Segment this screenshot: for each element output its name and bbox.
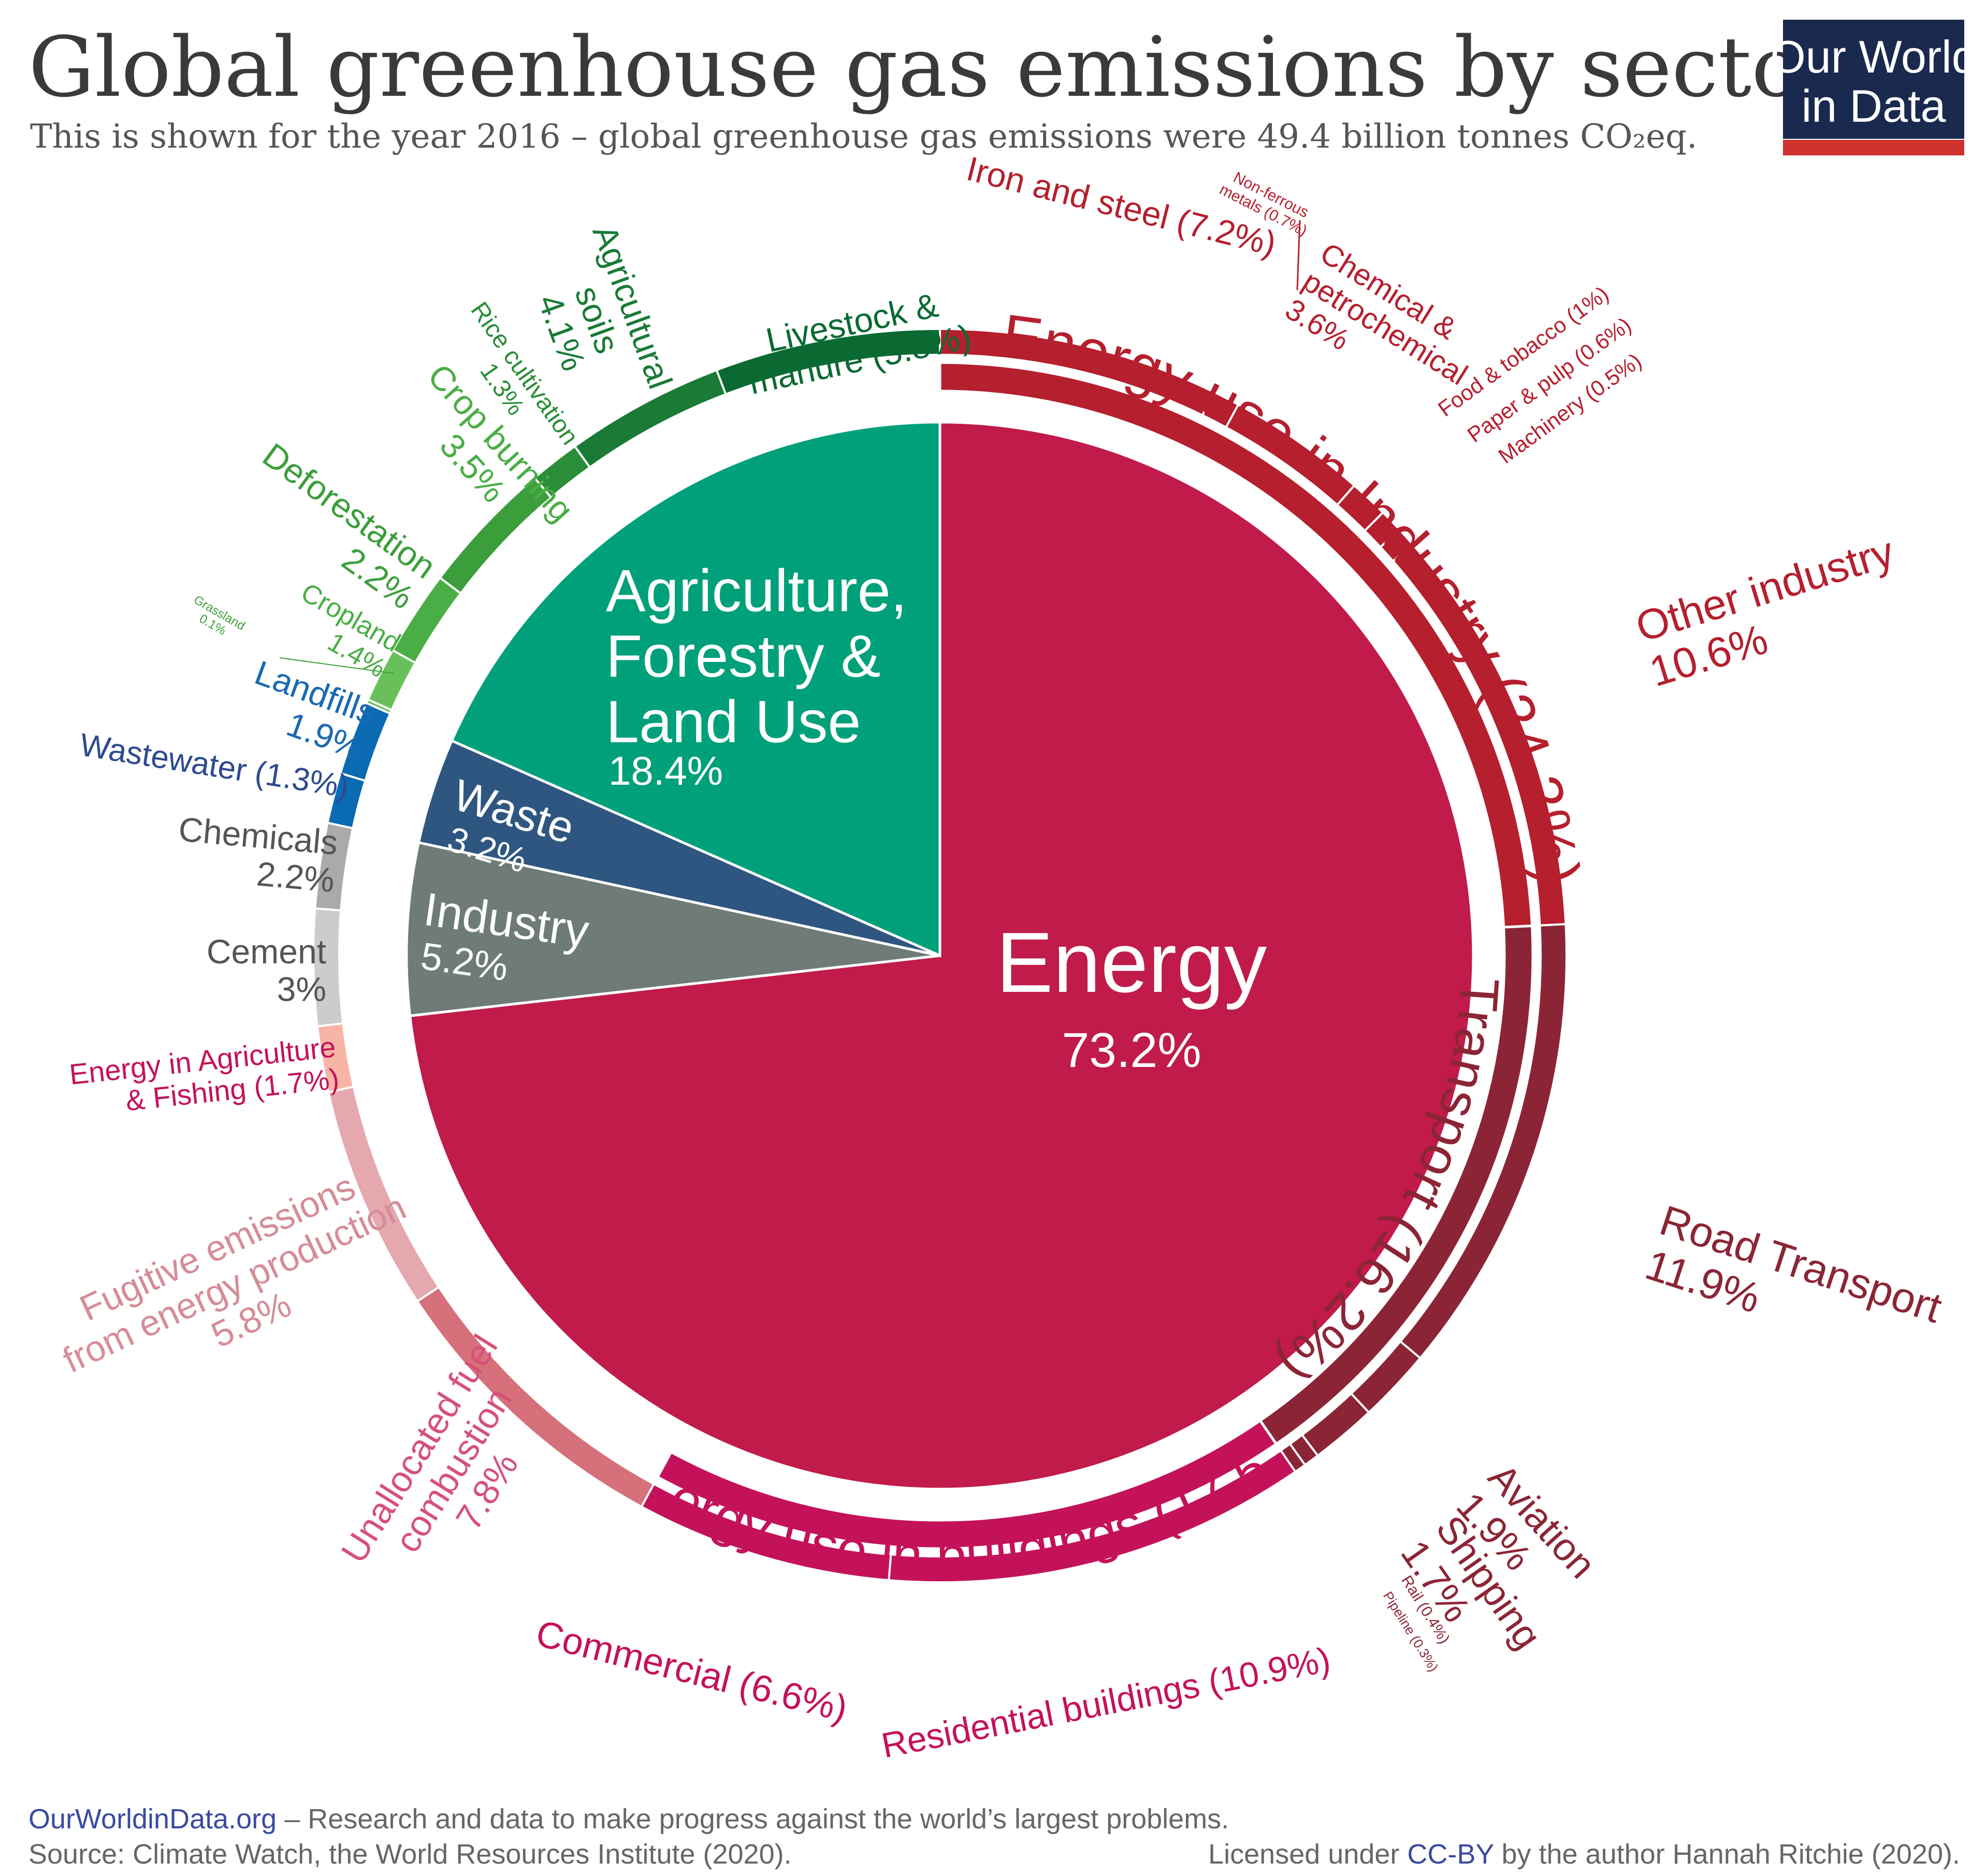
label-iron-and-steel: Iron and steel (7.2%) [963,149,1280,263]
label-energy-in-agriculture-fishing: Energy in Agriculture& Fishing (1.7%) [68,1030,341,1122]
footer-tagline: – Research and data to make progress aga… [277,1803,1229,1835]
pie-slice-industry[interactable] [405,841,940,1018]
mid-ring-energy-use-in-buildings[interactable] [656,1419,1278,1550]
leader-non-ferrous [1296,220,1301,291]
label-road-transport: Road Transport11.9% [1640,1197,1948,1377]
footer-source: Source: Climate Watch, the World Resourc… [28,1839,792,1870]
chart-subtitle: This is shown for the year 2016 – global… [30,118,1697,156]
footer-line-1: OurWorldinData.org – Research and data t… [28,1803,1229,1835]
footer-license-prefix: Licensed under [1208,1839,1407,1870]
chart-title: Global greenhouse gas emissions by secto… [28,19,1841,116]
footer-license-suffix: by the author Hannah Ritchie (2020). [1494,1839,1960,1870]
label-energy: Energy [996,915,1267,1010]
label-deforestation: Deforestation2.2% [234,436,443,616]
label-other-industry: Other industry10.6% [1631,528,1913,696]
footer-license: Licensed under CC-BY by the author Hanna… [1208,1839,1960,1870]
leader-lines [279,220,1301,674]
label-residential-buildings: Residential buildings (10.9%) [878,1640,1333,1766]
label-cement: Cement 3% [207,932,326,1008]
leader-grassland [279,657,394,674]
label-agriculture: Agriculture, Forestry & Land Use [606,558,907,755]
owid-logo[interactable]: Our World in Data [1770,20,1977,155]
logo-line-2: in Data [1802,80,1946,132]
logo-red-bar [1783,140,1964,155]
pie-slice-agriculture-forestry-land-use[interactable] [450,421,941,958]
pie-slice-energy[interactable] [408,421,1475,1491]
outer-ring-livestock-manure[interactable] [715,327,941,396]
label-agriculture-pct: 18.4% [608,748,723,793]
pie-rings [312,327,1568,1583]
label-chemicals: Chemicals2.2% [174,810,340,899]
label-unallocated-fuel-combustion: Unallocated fuelcombustion7.8% [334,1328,573,1612]
label-commercial: Commercial (6.6%) [532,1612,851,1730]
logo-background [1783,20,1964,139]
footer-site-link[interactable]: OurWorldinData.org [28,1803,277,1835]
logo-line-1: Our World [1770,31,1977,82]
label-energy-pct: 73.2% [1062,1023,1201,1078]
footer-license-link[interactable]: CC-BY [1407,1839,1494,1870]
label-grassland: Grassland0.1% [184,593,247,645]
